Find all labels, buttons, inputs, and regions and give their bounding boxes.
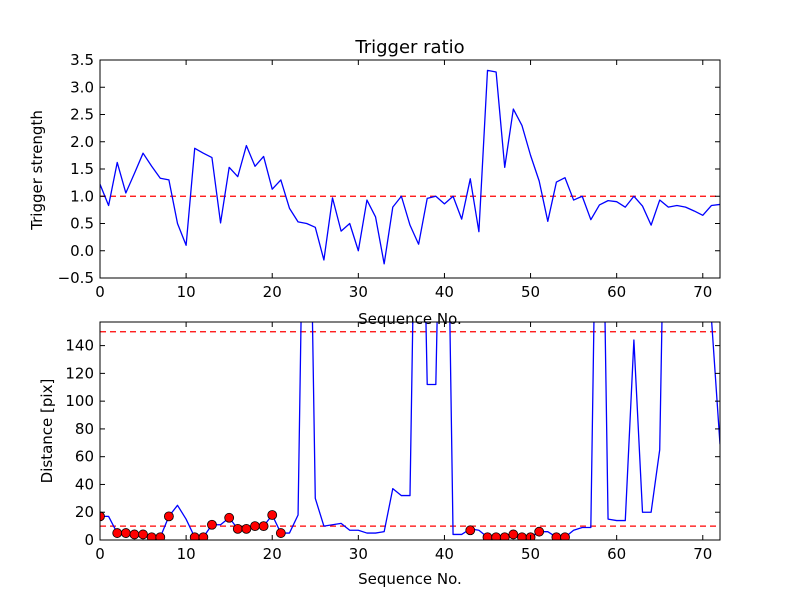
y-tick-label: 120	[65, 364, 94, 382]
data-point-marker	[129, 529, 140, 540]
data-point-marker	[241, 523, 252, 534]
data-point-marker	[100, 511, 105, 522]
y-tick-label: 0	[84, 531, 94, 549]
series-line	[100, 69, 720, 265]
x-axis-label: Sequence No.	[358, 570, 462, 588]
x-axis-label: Sequence No.	[358, 310, 462, 328]
data-point-marker	[198, 532, 209, 540]
x-tick-label: 40	[435, 545, 454, 563]
data-point-marker	[155, 532, 166, 540]
x-tick-label: 50	[521, 545, 540, 563]
x-tick-label: 0	[95, 283, 105, 301]
y-tick-label: 2.0	[70, 133, 94, 151]
data-point-marker	[138, 529, 148, 540]
y-tick-label: 80	[75, 420, 94, 438]
y-tick-label: 1.0	[70, 187, 94, 205]
x-tick-label: 10	[177, 283, 196, 301]
x-tick-label: 20	[263, 545, 282, 563]
data-point-marker	[258, 521, 269, 532]
x-tick-label: 60	[607, 283, 626, 301]
data-point-marker	[499, 532, 510, 540]
x-tick-label: 0	[95, 545, 105, 563]
x-tick-label: 30	[349, 283, 368, 301]
data-point-marker	[560, 532, 570, 540]
y-tick-label: 140	[65, 337, 94, 355]
y-axis-label: Distance [pix]	[38, 379, 56, 484]
data-point-marker	[120, 528, 131, 538]
x-tick-label: 20	[263, 283, 282, 301]
x-tick-label: 30	[349, 545, 368, 563]
y-tick-label: 100	[65, 392, 94, 410]
data-point-marker	[163, 511, 174, 522]
data-point-marker	[267, 510, 278, 520]
y-tick-label: 3.0	[70, 78, 94, 96]
plot-area	[100, 69, 720, 265]
y-tick-label: 20	[75, 503, 94, 521]
x-tick-label: 70	[693, 545, 712, 563]
plot-area	[100, 322, 720, 540]
data-point-marker	[207, 519, 217, 530]
data-point-marker	[112, 528, 123, 538]
data-point-marker	[250, 521, 260, 532]
y-tick-label: 60	[75, 448, 94, 466]
data-point-marker	[275, 528, 286, 538]
x-tick-label: 10	[177, 545, 196, 563]
x-tick-label: 60	[607, 545, 626, 563]
y-tick-label: −0.5	[58, 269, 94, 287]
y-tick-label: 40	[75, 475, 94, 493]
y-tick-label: 2.5	[70, 106, 94, 124]
y-axis-label: Trigger strength	[28, 110, 46, 231]
x-tick-label: 40	[435, 283, 454, 301]
distance-panel: Distance [pix] Sequence No. 0 10 20 30 40 50 6…	[38, 321, 721, 588]
x-tick-label: 50	[521, 283, 540, 301]
y-tick-label: 0.0	[70, 242, 94, 260]
axes-frame	[99, 321, 721, 541]
series-line	[100, 322, 720, 538]
data-point-marker	[224, 512, 235, 523]
data-point-marker	[465, 525, 476, 536]
x-tick-label: 70	[693, 283, 712, 301]
y-tick-label: 0.5	[70, 215, 94, 233]
y-tick-label: 1.5	[70, 160, 94, 178]
data-point-marker	[534, 526, 545, 537]
trigger-ratio-panel: Trigger ratio Trigger strength Sequence …	[28, 37, 721, 328]
y-tick-label: 3.5	[70, 51, 94, 69]
data-point-marker	[232, 523, 243, 534]
data-point-marker	[508, 529, 519, 540]
chart-title: Trigger ratio	[354, 37, 464, 58]
